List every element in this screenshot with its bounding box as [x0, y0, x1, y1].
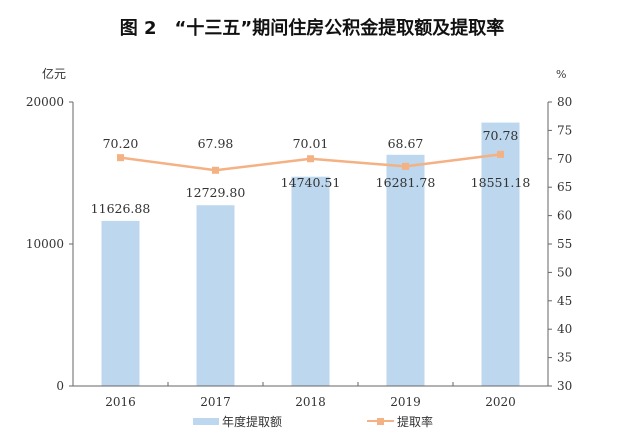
- bar-value-label: 12729.80: [186, 185, 246, 200]
- right-tick-label: 60: [557, 209, 572, 223]
- x-tick-label: 2018: [295, 395, 326, 409]
- left-axis-label: 亿元: [42, 66, 66, 81]
- line-value-label: 70.01: [293, 136, 329, 151]
- line-value-label: 70.20: [103, 136, 139, 151]
- right-tick-label: 40: [557, 322, 572, 336]
- right-tick-label: 50: [557, 265, 572, 279]
- legend-bar-swatch: [193, 418, 219, 425]
- line-marker-2020: [497, 150, 504, 158]
- bar-2018: [291, 176, 330, 386]
- right-tick-label: 75: [557, 123, 572, 137]
- left-tick-label: 10000: [26, 237, 64, 251]
- chart-title: 图 2 “十三五”期间住房公积金提取额及提取率: [119, 18, 505, 39]
- legend-bar-label: 年度提取额: [222, 414, 282, 429]
- legend-line-label: 提取率: [397, 414, 433, 429]
- bar-2019: [386, 154, 425, 386]
- bar-value-label: 11626.88: [91, 201, 151, 216]
- bar-value-label: 16281.78: [376, 175, 436, 190]
- x-tick-label: 2020: [485, 395, 516, 409]
- x-tick-label: 2017: [200, 395, 231, 409]
- right-tick-label: 70: [557, 152, 572, 166]
- line-value-label: 68.67: [388, 136, 424, 151]
- right-tick-label: 80: [557, 95, 572, 109]
- left-tick-label: 0: [56, 379, 64, 393]
- right-axis-label: %: [556, 68, 566, 81]
- right-tick-label: 65: [557, 180, 572, 194]
- x-tick-label: 2016: [105, 395, 136, 409]
- line-marker-2019: [402, 162, 409, 170]
- line-value-label: 70.78: [483, 128, 519, 143]
- right-tick-label: 55: [557, 237, 572, 251]
- line-marker-2017: [212, 166, 219, 174]
- x-tick-label: 2019: [390, 395, 421, 409]
- bar-value-label: 14740.51: [281, 175, 341, 190]
- line-marker-2018: [307, 155, 314, 163]
- line-value-label: 67.98: [198, 136, 234, 151]
- left-tick-label: 20000: [26, 95, 64, 109]
- bar-2017: [196, 205, 235, 386]
- legend-line-marker: [377, 418, 384, 425]
- right-tick-label: 30: [557, 379, 572, 393]
- line-marker-2016: [117, 154, 124, 162]
- right-tick-label: 35: [557, 351, 572, 365]
- bar-2016: [101, 220, 140, 386]
- bar-2020: [481, 122, 520, 386]
- bar-value-label: 18551.18: [471, 175, 531, 190]
- right-tick-label: 45: [557, 294, 572, 308]
